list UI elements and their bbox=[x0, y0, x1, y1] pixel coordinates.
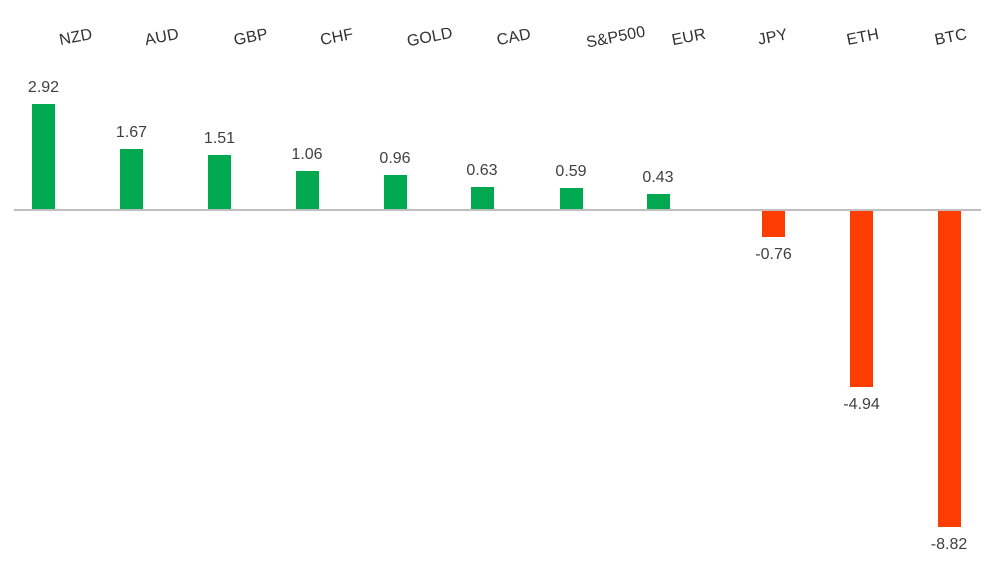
bar-gbp bbox=[208, 155, 231, 210]
value-label-cad: 0.63 bbox=[466, 161, 498, 179]
value-label-eth: -4.94 bbox=[843, 396, 880, 414]
bar-nzd bbox=[32, 104, 55, 210]
bar-aud bbox=[120, 149, 143, 210]
value-label-gbp: 1.51 bbox=[203, 130, 236, 148]
category-label-eur: EUR bbox=[670, 25, 708, 50]
x-axis-zero-line bbox=[14, 208, 981, 211]
category-label-btc: BTC bbox=[933, 26, 969, 49]
category-label-gbp: GBP bbox=[232, 25, 270, 50]
bar-eth bbox=[850, 209, 873, 388]
value-label-aud: 1.67 bbox=[115, 124, 148, 142]
category-label-nzd: NZD bbox=[57, 25, 94, 50]
category-label-aud: AUD bbox=[143, 25, 181, 50]
value-label-btc: -8.82 bbox=[930, 535, 968, 553]
category-label-chf: CHF bbox=[318, 25, 355, 50]
value-label-gold: 0.96 bbox=[379, 149, 411, 167]
bar-jpy bbox=[762, 209, 785, 237]
bar-cad bbox=[470, 186, 494, 210]
bar-gold bbox=[383, 174, 407, 210]
bar-eur bbox=[646, 194, 670, 210]
value-label-eur: 0.43 bbox=[642, 169, 674, 187]
bar-sp500 bbox=[559, 188, 583, 210]
category-label-sp500: S&P500 bbox=[584, 23, 647, 52]
value-label-sp500: 0.59 bbox=[555, 163, 587, 181]
value-label-chf: 1.06 bbox=[291, 146, 323, 164]
value-label-jpy: -0.76 bbox=[755, 245, 792, 263]
category-label-eth: ETH bbox=[845, 26, 881, 49]
category-label-cad: CAD bbox=[495, 25, 533, 50]
category-label-jpy: JPY bbox=[756, 26, 790, 49]
bar-chf bbox=[295, 171, 319, 210]
category-label-gold: GOLD bbox=[405, 24, 455, 51]
value-label-nzd: 2.92 bbox=[27, 79, 60, 97]
bar-btc bbox=[937, 209, 961, 527]
